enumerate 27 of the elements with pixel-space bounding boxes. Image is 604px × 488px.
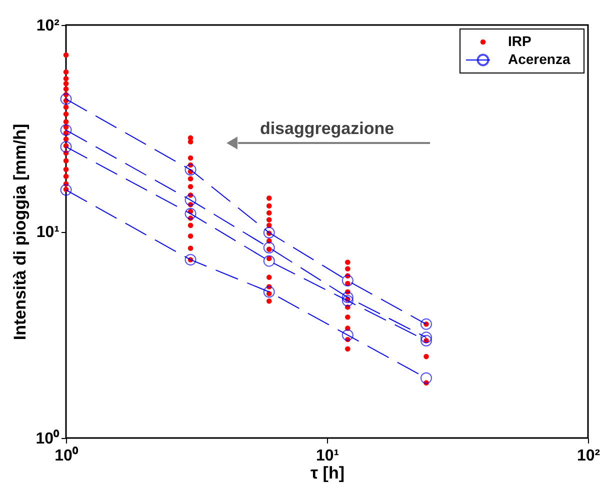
point [184, 254, 196, 266]
point [342, 295, 354, 306]
point [420, 372, 432, 384]
y-tick-label: 10¹ [36, 224, 60, 241]
point [263, 286, 275, 298]
legend-label: IRP [508, 33, 532, 49]
point [420, 332, 432, 344]
x-tick-label: 10⁰ [54, 446, 78, 464]
legend-label: Acerenza [508, 51, 570, 67]
point [263, 226, 275, 238]
point [420, 334, 432, 346]
point [263, 255, 275, 267]
point [263, 242, 275, 254]
point [420, 318, 432, 330]
point [342, 292, 354, 304]
point [184, 208, 196, 220]
x-axis-title: τ [h] [310, 464, 345, 482]
y-axis-title: Intensità di pioggia [mm/h] [10, 124, 30, 340]
x-tick-label: 10² [576, 448, 600, 464]
point [184, 164, 196, 176]
x-tick-label: 10¹ [316, 448, 340, 464]
annotation: disaggregazione [260, 119, 394, 138]
y-tick-label: 10² [36, 18, 60, 34]
point [184, 194, 196, 206]
point [342, 274, 354, 286]
y-tick-label: 10⁰ [36, 430, 60, 448]
point [342, 329, 354, 341]
